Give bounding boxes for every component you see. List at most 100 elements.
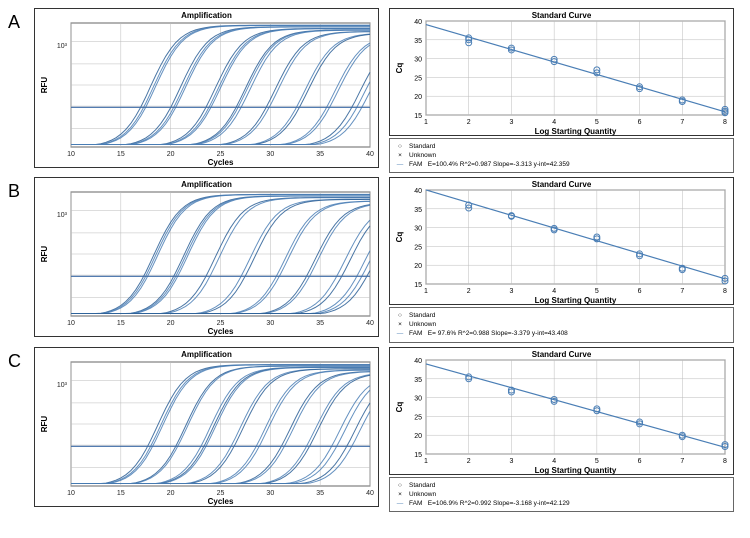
svg-text:4: 4 bbox=[552, 288, 556, 295]
line-icon: ― bbox=[395, 329, 405, 338]
legend-label: FAM E= 97.6% R^2=0.988 Slope=-3.379 y-in… bbox=[409, 329, 568, 338]
svg-text:8: 8 bbox=[723, 458, 727, 465]
figure-row: BAmplification1015202530354010³CyclesRFU… bbox=[8, 177, 742, 342]
line-icon: ― bbox=[395, 499, 405, 508]
legend-label: Unknown bbox=[409, 320, 436, 329]
legend-label: FAM E=106.9% R^2=0.992 Slope=-3.168 y-in… bbox=[409, 499, 570, 508]
legend-item-fam: ― FAM E= 97.6% R^2=0.988 Slope=-3.379 y-i… bbox=[395, 329, 728, 338]
legend-label: Unknown bbox=[409, 490, 436, 499]
svg-text:30: 30 bbox=[414, 57, 422, 64]
svg-text:1: 1 bbox=[424, 119, 428, 126]
svg-text:5: 5 bbox=[595, 288, 599, 295]
svg-text:15: 15 bbox=[414, 113, 422, 120]
svg-text:30: 30 bbox=[266, 151, 274, 158]
svg-text:Cycles: Cycles bbox=[208, 327, 234, 336]
svg-text:15: 15 bbox=[117, 320, 125, 327]
svg-text:20: 20 bbox=[414, 433, 422, 440]
svg-text:3: 3 bbox=[509, 119, 513, 126]
svg-text:1: 1 bbox=[424, 458, 428, 465]
legend: ○ Standard × Unknown ― FAM E= 97.6% R^2=0.988… bbox=[389, 307, 734, 342]
svg-text:10: 10 bbox=[67, 490, 75, 497]
svg-text:5: 5 bbox=[595, 119, 599, 126]
svg-text:40: 40 bbox=[366, 151, 374, 158]
legend: ○Standard× Unknown ― FAM E=106.9% R^2=0.992… bbox=[389, 477, 734, 512]
svg-text:35: 35 bbox=[414, 376, 422, 383]
svg-text:40: 40 bbox=[414, 19, 422, 26]
amplification-panel: Amplification1015202530354010³CyclesRFU bbox=[34, 177, 379, 337]
svg-text:Cycles: Cycles bbox=[208, 497, 234, 506]
svg-text:7: 7 bbox=[680, 288, 684, 295]
svg-text:8: 8 bbox=[723, 119, 727, 126]
svg-text:4: 4 bbox=[552, 119, 556, 126]
svg-text:6: 6 bbox=[638, 458, 642, 465]
amplification-panel: Amplification1015202530354010³CyclesRFU bbox=[34, 8, 379, 168]
svg-text:Cq: Cq bbox=[395, 63, 404, 74]
svg-text:10: 10 bbox=[67, 151, 75, 158]
svg-text:30: 30 bbox=[414, 395, 422, 402]
svg-text:10: 10 bbox=[67, 320, 75, 327]
standard-curve-panel: Standard Curve12345678152025303540Log St… bbox=[389, 177, 734, 305]
line-icon: ― bbox=[395, 160, 405, 169]
svg-text:30: 30 bbox=[266, 320, 274, 327]
svg-text:40: 40 bbox=[366, 490, 374, 497]
svg-text:10³: 10³ bbox=[57, 381, 68, 388]
svg-text:15: 15 bbox=[117, 151, 125, 158]
svg-text:4: 4 bbox=[552, 458, 556, 465]
legend-item-standard: ○Standard bbox=[395, 481, 728, 490]
svg-text:Log Starting Quantity: Log Starting Quantity bbox=[535, 296, 617, 305]
x-icon: × bbox=[395, 490, 405, 499]
svg-text:3: 3 bbox=[509, 458, 513, 465]
circle-icon: ○ bbox=[395, 311, 405, 320]
legend-item-fam: ― FAM E=106.9% R^2=0.992 Slope=-3.168 y-i… bbox=[395, 499, 728, 508]
legend-item-unknown: ×Unknown bbox=[395, 151, 728, 160]
svg-text:20: 20 bbox=[414, 263, 422, 270]
svg-text:Log Starting Quantity: Log Starting Quantity bbox=[535, 127, 617, 136]
legend-item-unknown: × Unknown bbox=[395, 490, 728, 499]
svg-text:30: 30 bbox=[266, 490, 274, 497]
legend-item-unknown: × Unknown bbox=[395, 320, 728, 329]
x-icon: × bbox=[395, 320, 405, 329]
svg-text:7: 7 bbox=[680, 119, 684, 126]
svg-text:35: 35 bbox=[316, 320, 324, 327]
legend: ○Standard×Unknown― FAM E=100.4% R^2=0.987… bbox=[389, 138, 734, 173]
svg-text:20: 20 bbox=[167, 151, 175, 158]
svg-text:15: 15 bbox=[414, 282, 422, 289]
svg-text:30: 30 bbox=[414, 226, 422, 233]
svg-text:40: 40 bbox=[414, 358, 422, 365]
legend-label: Standard bbox=[409, 311, 435, 320]
panels-container: Amplification1015202530354010³CyclesRFUS… bbox=[34, 177, 734, 342]
standard-curve-panel: Standard Curve12345678152025303540Log St… bbox=[389, 347, 734, 475]
svg-text:RFU: RFU bbox=[40, 415, 49, 432]
svg-text:40: 40 bbox=[414, 188, 422, 195]
svg-text:35: 35 bbox=[316, 490, 324, 497]
legend-item-standard: ○Standard bbox=[395, 142, 728, 151]
legend-label: FAM E=100.4% R^2=0.987 Slope=-3.313 y-in… bbox=[409, 160, 570, 169]
svg-text:8: 8 bbox=[723, 288, 727, 295]
circle-icon: ○ bbox=[395, 481, 405, 490]
amplification-panel: Amplification1015202530354010³CyclesRFU bbox=[34, 347, 379, 507]
svg-text:3: 3 bbox=[509, 288, 513, 295]
svg-text:25: 25 bbox=[217, 151, 225, 158]
svg-text:1: 1 bbox=[424, 288, 428, 295]
svg-text:Log Starting Quantity: Log Starting Quantity bbox=[535, 466, 617, 475]
svg-text:20: 20 bbox=[414, 94, 422, 101]
panels-container: Amplification1015202530354010³CyclesRFUS… bbox=[34, 347, 734, 512]
svg-text:15: 15 bbox=[117, 490, 125, 497]
svg-text:Cycles: Cycles bbox=[208, 158, 234, 167]
svg-text:25: 25 bbox=[414, 414, 422, 421]
svg-text:35: 35 bbox=[414, 38, 422, 45]
svg-text:20: 20 bbox=[167, 320, 175, 327]
legend-label: Unknown bbox=[409, 151, 436, 160]
svg-text:10³: 10³ bbox=[57, 212, 68, 219]
svg-text:2: 2 bbox=[467, 288, 471, 295]
legend-item-standard: ○ Standard bbox=[395, 311, 728, 320]
svg-text:2: 2 bbox=[467, 458, 471, 465]
svg-text:RFU: RFU bbox=[40, 77, 49, 94]
row-label: C bbox=[8, 347, 34, 372]
svg-text:15: 15 bbox=[414, 452, 422, 459]
svg-text:20: 20 bbox=[167, 490, 175, 497]
svg-text:7: 7 bbox=[680, 458, 684, 465]
svg-text:40: 40 bbox=[366, 320, 374, 327]
svg-text:6: 6 bbox=[638, 119, 642, 126]
svg-text:35: 35 bbox=[316, 151, 324, 158]
